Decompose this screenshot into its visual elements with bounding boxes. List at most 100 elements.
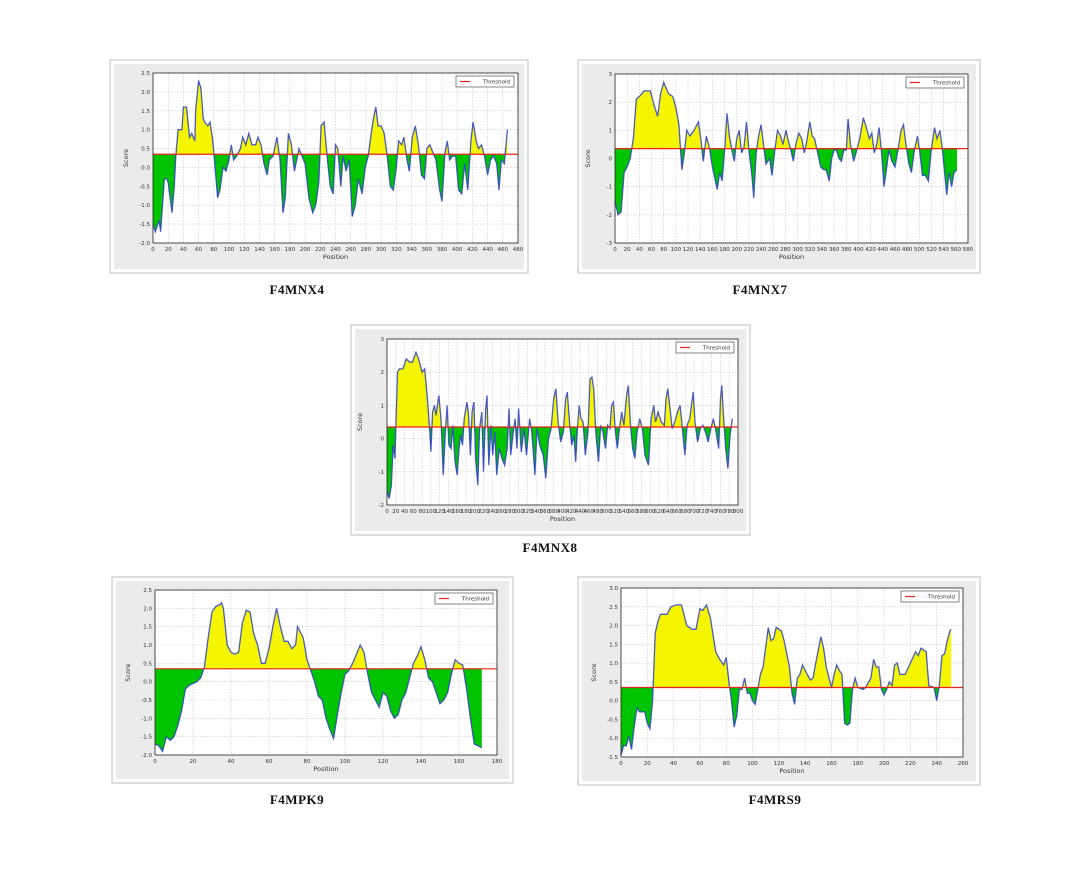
x-tick-label: 800 — [733, 509, 744, 515]
chart-f4mnx8: 0 20 40 60 80 1001201401601802002202402602803… — [350, 324, 751, 536]
x-tick-label: 220 — [478, 509, 489, 515]
plot-border — [154, 589, 498, 756]
x-axis-label: Position — [779, 767, 804, 775]
x-tick-label: 620 — [654, 509, 665, 515]
x-tick-label: 140 — [443, 509, 454, 515]
y-tick-label: -0.5 — [607, 717, 618, 723]
x-tick-label: 280 — [780, 247, 791, 253]
x-tick-label: 120 — [434, 509, 445, 515]
y-axis-label: Score — [122, 149, 130, 167]
x-tick-label: 60 — [410, 509, 417, 515]
x-tick-label: 100 — [671, 247, 682, 253]
y-tick-label: 1.0 — [609, 661, 618, 667]
plot-border — [620, 587, 964, 758]
x-tick-label: 660 — [671, 509, 682, 515]
score-line — [152, 80, 509, 234]
x-axis-label: Position — [779, 253, 804, 261]
x-tick-label: 300 — [792, 247, 803, 253]
y-tick-label: -2 — [607, 213, 612, 219]
x-tick-label: 420 — [865, 247, 876, 253]
y-tick-label: -1.5 — [607, 755, 618, 761]
y-tick-label: 2 — [381, 370, 385, 376]
chart-f4mnx4: 0 20 40 60 80 100 120 140 160 180 200 220 240 260 280 3… — [109, 59, 529, 274]
area-below-threshold — [615, 148, 958, 215]
y-axis-label: Score — [584, 149, 592, 167]
x-tick-label: 40 — [636, 247, 643, 253]
x-tick-label: 240 — [487, 509, 498, 515]
x-tick-label: 640 — [663, 509, 674, 515]
x-tick-label: 180 — [853, 761, 864, 767]
legend-box — [900, 590, 960, 603]
x-tick-label: 600 — [645, 509, 656, 515]
x-axis-label: Position — [323, 253, 348, 261]
x-tick-label: 200 — [731, 247, 742, 253]
x-tick-label: 200 — [300, 247, 311, 253]
x-tick-label: 20 — [644, 761, 651, 767]
x-tick-label: 260 — [768, 247, 779, 253]
x-tick-label: 360 — [422, 247, 433, 253]
x-tick-label: 720 — [698, 509, 709, 515]
y-tick-label: 2.0 — [609, 624, 618, 630]
x-tick-label: 20 — [165, 247, 172, 253]
y-tick-label: 0.5 — [143, 661, 152, 667]
x-tick-label: 140 — [416, 759, 427, 765]
x-tick-label: 360 — [829, 247, 840, 253]
legend-label: Threshold — [702, 346, 730, 352]
x-tick-label: 140 — [800, 761, 811, 767]
x-tick-label: 180 — [492, 759, 503, 765]
x-tick-label: 160 — [707, 247, 718, 253]
x-tick-label: 120 — [239, 247, 250, 253]
x-tick-label: 200 — [470, 509, 481, 515]
y-tick-label: 3.0 — [609, 586, 618, 592]
x-tick-label: 320 — [805, 247, 816, 253]
x-tick-label: 300 — [513, 509, 524, 515]
x-tick-label: 320 — [391, 247, 402, 253]
y-tick-label: 1.5 — [609, 642, 618, 648]
x-tick-label: 120 — [378, 759, 389, 765]
caption-f4mnx7: F4MNX7 — [732, 282, 788, 297]
x-tick-label: 100 — [224, 247, 235, 253]
x-tick-label: 440 — [878, 247, 889, 253]
x-tick-label: 80 — [723, 761, 730, 767]
x-tick-label: 40 — [401, 509, 408, 515]
x-tick-label: 360 — [540, 509, 551, 515]
x-tick-label: 260 — [496, 509, 507, 515]
x-tick-label: 780 — [724, 509, 735, 515]
area-above-threshold — [155, 602, 482, 669]
x-tick-label: 380 — [548, 509, 559, 515]
x-tick-label: 100 — [747, 761, 758, 767]
y-tick-label: 2.5 — [143, 588, 152, 594]
y-tick-label: -1.0 — [607, 736, 618, 742]
y-tick-label: 0.0 — [143, 680, 152, 686]
y-tick-label: -2 — [379, 503, 384, 509]
x-tick-label: 80 — [304, 759, 311, 765]
x-tick-label: 540 — [619, 509, 630, 515]
x-tick-label: 480 — [902, 247, 913, 253]
x-tick-label: 40 — [180, 247, 187, 253]
x-tick-label: 40 — [228, 759, 235, 765]
x-tick-label: 320 — [522, 509, 533, 515]
x-tick-label: 480 — [592, 509, 603, 515]
x-tick-label: 460 — [498, 247, 509, 253]
x-tick-label: 260 — [958, 761, 969, 767]
x-tick-label: 60 — [696, 761, 703, 767]
x-tick-label: 340 — [406, 247, 417, 253]
x-tick-label: 60 — [195, 247, 202, 253]
x-tick-label: 220 — [315, 247, 326, 253]
x-tick-label: 160 — [454, 759, 465, 765]
x-tick-label: 0 — [153, 759, 157, 765]
x-tick-label: 560 — [627, 509, 638, 515]
y-tick-label: -1.5 — [141, 735, 152, 741]
y-tick-label: -3 — [607, 241, 613, 247]
x-tick-label: 140 — [695, 247, 706, 253]
x-tick-label: 520 — [610, 509, 621, 515]
x-tick-label: 380 — [437, 247, 448, 253]
caption-f4mnx4: F4MNX4 — [269, 282, 325, 297]
y-tick-label: -1 — [379, 470, 384, 476]
y-tick-label: 1 — [609, 128, 613, 134]
x-tick-label: 420 — [566, 509, 577, 515]
plot-border — [152, 72, 519, 244]
y-tick-label: 3 — [381, 337, 385, 343]
x-tick-label: 220 — [744, 247, 755, 253]
